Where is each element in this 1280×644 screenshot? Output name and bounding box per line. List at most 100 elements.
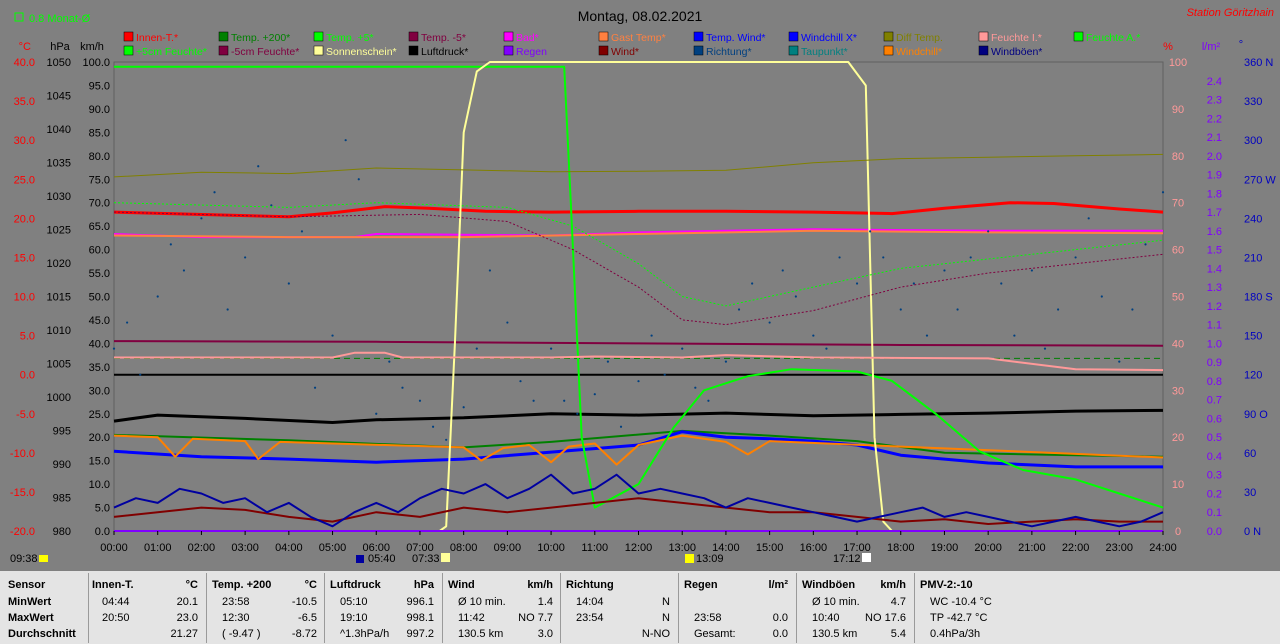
table-header-unit-4: km/h: [527, 579, 553, 591]
legend-swatch-10: [1073, 31, 1084, 42]
series-line-3: [113, 340, 1164, 347]
marker-sunrise-civil-icon: [356, 555, 364, 563]
direction-point-17: [357, 178, 360, 181]
hour-label-8: 08:00: [450, 542, 478, 554]
wind-tick-11: 45.0: [89, 315, 110, 327]
direction-point-11: [270, 204, 273, 207]
humidity-tick-10: 0: [1175, 526, 1181, 538]
temp-tick-8: 0.0: [20, 370, 35, 382]
hour-label-0: 00:00: [100, 542, 128, 554]
legend-swatch-13: [313, 45, 324, 56]
rain-tick-24: 0.0: [1207, 526, 1222, 538]
direction-point-68: [1100, 295, 1103, 298]
temp-tick-6: 10.0: [14, 292, 35, 304]
direction-point-18: [375, 412, 378, 415]
cell-2-6-a: Gesamt:: [694, 628, 736, 640]
cell-0-2-a: 23:58: [222, 596, 250, 608]
temp-tick-3: 25.0: [14, 174, 35, 186]
hour-label-14: 14:00: [712, 542, 740, 554]
pressure-tick-3: 1035: [47, 158, 71, 170]
rain-tick-0: 2.4: [1207, 76, 1222, 88]
legend-label-5: Gast Temp*: [611, 32, 666, 44]
wind-tick-16: 20.0: [89, 432, 110, 444]
legend-label-15: Regen: [516, 46, 547, 58]
direction-point-8: [226, 308, 229, 311]
legend-swatch-2: [313, 31, 324, 42]
hour-label-3: 03:00: [231, 542, 259, 554]
marker-noon-icon: [685, 554, 694, 563]
wind-tick-17: 15.0: [89, 456, 110, 468]
direction-point-64: [1043, 347, 1047, 350]
marker-noon: 13:09: [696, 553, 724, 565]
direction-tick-6: 180 S: [1244, 292, 1273, 304]
rain-tick-23: 0.1: [1207, 507, 1222, 519]
wind-tick-2: 90.0: [89, 104, 110, 116]
hour-label-15: 15:00: [756, 542, 784, 554]
table-header-unit-7: km/h: [880, 579, 906, 591]
direction-tick-8: 120: [1244, 370, 1262, 382]
direction-point-41: [707, 399, 710, 402]
cell-1-5-b: N: [662, 612, 670, 624]
wind-tick-0: 100.0: [82, 57, 110, 69]
direction-point-53: [882, 256, 885, 259]
direction-point-19: [388, 360, 391, 363]
humidity-tick-9: 10: [1172, 479, 1184, 491]
table-header-4: Wind: [448, 579, 475, 591]
direction-point-3: [156, 295, 159, 298]
legend-swatch-14: [408, 45, 419, 56]
wind-tick-1: 95.0: [89, 80, 110, 92]
legend-label-1: Temp. +200*: [231, 32, 290, 44]
table-header-1: Innen-T.: [92, 579, 134, 591]
table-separator-5: [678, 573, 679, 643]
pressure-tick-8: 1010: [47, 325, 71, 337]
pressure-tick-11: 995: [53, 426, 71, 438]
wind-tick-13: 35.0: [89, 362, 110, 374]
legend-label-4: Bad*: [516, 32, 539, 44]
legend-label-6: Temp. Wind*: [706, 32, 766, 44]
series-line-0: [113, 201, 1164, 219]
cell-2-7-a: 130.5 km: [812, 628, 858, 640]
cell-1-2-a: 12:30: [222, 612, 250, 624]
hour-label-17: 17:00: [843, 542, 871, 554]
cell-1-6-a: 23:58: [694, 612, 722, 624]
legend-label-9: Feuchte I.*: [991, 32, 1042, 44]
direction-tick-4: 240: [1244, 213, 1262, 225]
legend-swatch-6: [693, 31, 704, 42]
hour-label-7: 07:00: [406, 542, 434, 554]
legend-swatch-3: [408, 31, 419, 42]
direction-point-70: [1131, 308, 1134, 311]
humidity-tick-4: 60: [1172, 245, 1184, 257]
humidity-unit-label: %: [1163, 41, 1173, 53]
pressure-unit-label: hPa: [50, 41, 70, 53]
legend-label-0: Innen-T.*: [136, 32, 178, 44]
cell-2-2-a: ( -9.47 ): [222, 628, 261, 640]
temp-tick-12: -20.0: [10, 526, 35, 538]
legend-swatch-5: [598, 31, 609, 42]
legend-swatch-4: [503, 31, 514, 42]
legend-label-14: Luftdruck*: [421, 46, 468, 58]
series-line-13: [113, 497, 1163, 525]
direction-point-72: [1161, 191, 1165, 194]
direction-point-31: [563, 399, 566, 402]
series-line-14: [113, 473, 1164, 528]
temp-tick-10: -10.0: [10, 448, 35, 460]
table-separator-3: [442, 573, 443, 643]
humidity-tick-2: 80: [1172, 151, 1184, 163]
series-line-10: [439, 61, 893, 532]
legend-swatch-17: [693, 45, 704, 56]
direction-point-33: [593, 393, 596, 396]
table-header-7: Windböen: [802, 579, 856, 591]
wind-tick-7: 65.0: [89, 221, 110, 233]
temp-tick-11: -15.0: [10, 487, 35, 499]
marker-sunrise-icon: [441, 553, 450, 562]
direction-point-26: [488, 269, 491, 272]
table-separator-6: [796, 573, 797, 643]
cell-2-4-b: 3.0: [537, 628, 553, 640]
pressure-tick-9: 1005: [47, 359, 71, 371]
temp-tick-4: 20.0: [14, 213, 35, 225]
direction-point-45: [768, 321, 771, 324]
cell-2-1-b: 21.27: [170, 628, 198, 640]
cell-0-4-b: 1.4: [537, 596, 553, 608]
table-separator-4: [560, 573, 561, 643]
hour-label-19: 19:00: [931, 542, 959, 554]
